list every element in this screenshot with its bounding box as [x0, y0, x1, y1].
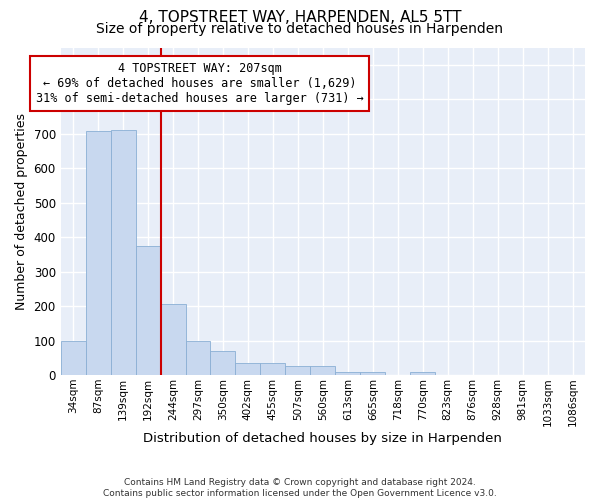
Text: 4, TOPSTREET WAY, HARPENDEN, AL5 5TT: 4, TOPSTREET WAY, HARPENDEN, AL5 5TT — [139, 10, 461, 25]
Text: Size of property relative to detached houses in Harpenden: Size of property relative to detached ho… — [97, 22, 503, 36]
Bar — [310, 366, 335, 375]
Bar — [410, 372, 435, 375]
Bar — [161, 304, 185, 375]
Bar — [360, 372, 385, 375]
Text: Contains HM Land Registry data © Crown copyright and database right 2024.
Contai: Contains HM Land Registry data © Crown c… — [103, 478, 497, 498]
X-axis label: Distribution of detached houses by size in Harpenden: Distribution of detached houses by size … — [143, 432, 502, 445]
Bar — [235, 363, 260, 375]
Bar — [286, 366, 310, 375]
Bar — [61, 340, 86, 375]
Bar — [136, 246, 161, 375]
Bar — [335, 372, 360, 375]
Bar — [185, 340, 211, 375]
Y-axis label: Number of detached properties: Number of detached properties — [15, 113, 28, 310]
Text: 4 TOPSTREET WAY: 207sqm
← 69% of detached houses are smaller (1,629)
31% of semi: 4 TOPSTREET WAY: 207sqm ← 69% of detache… — [36, 62, 364, 105]
Bar — [260, 363, 286, 375]
Bar — [86, 132, 110, 375]
Bar — [211, 351, 235, 375]
Bar — [110, 130, 136, 375]
